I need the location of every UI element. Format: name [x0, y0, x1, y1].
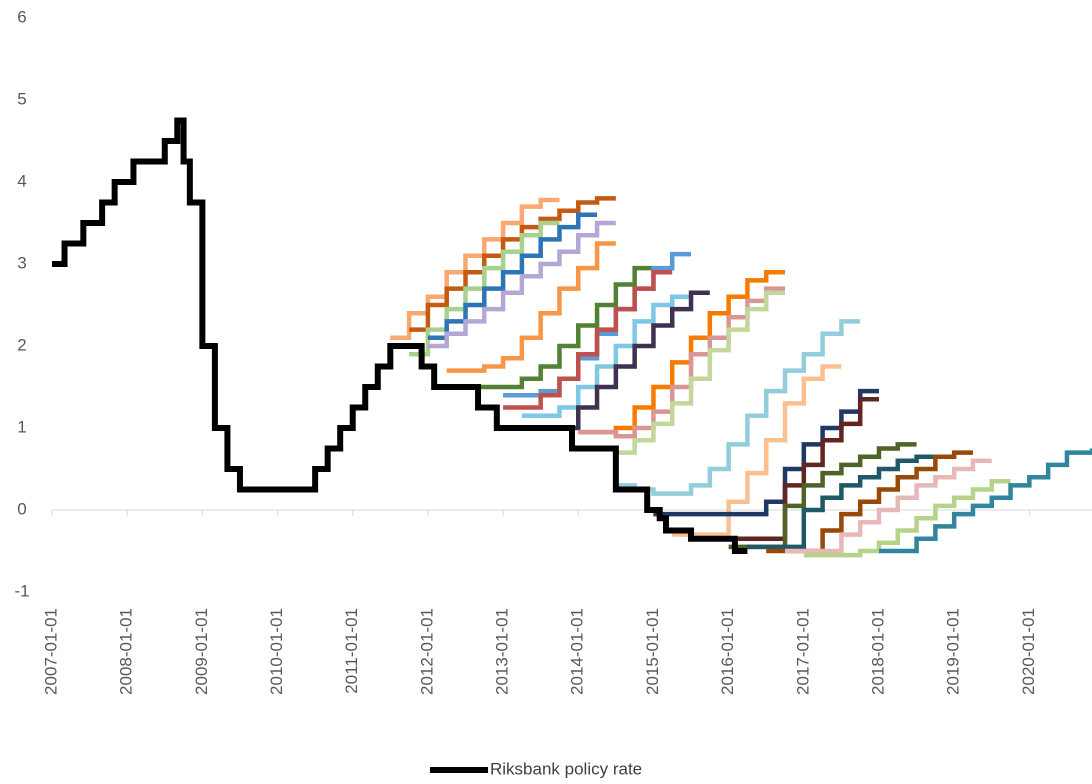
series-line — [691, 397, 879, 541]
x-tick-label: 2014-01-01 — [568, 608, 587, 695]
y-tick-label: 5 — [17, 89, 26, 108]
series-line — [409, 196, 616, 332]
series-line — [52, 117, 748, 554]
x-tick-label: 2019-01-01 — [944, 608, 963, 695]
y-tick-label: 3 — [17, 253, 26, 272]
x-tick-label: 2015-01-01 — [643, 608, 662, 695]
y-tick-label: 4 — [17, 171, 26, 190]
series-line — [578, 269, 786, 435]
series-line — [390, 197, 560, 341]
series-line — [803, 479, 1011, 558]
series-line — [503, 269, 673, 410]
series-line — [653, 388, 879, 517]
y-tick-label: -1 — [14, 581, 29, 600]
series-line — [766, 450, 973, 554]
series-line — [409, 220, 560, 357]
series-line — [878, 448, 1092, 554]
series-line — [672, 364, 842, 537]
y-tick-label: 1 — [17, 417, 26, 436]
x-tick-label: 2013-01-01 — [493, 608, 512, 695]
series-line — [465, 265, 654, 390]
x-tick-label: 2009-01-01 — [192, 608, 211, 695]
series-line — [521, 294, 692, 418]
x-tick-label: 2007-01-01 — [41, 608, 60, 695]
series-line — [728, 442, 917, 550]
series-line — [427, 212, 598, 341]
x-tick-label: 2017-01-01 — [793, 608, 812, 695]
x-tick-label: 2008-01-01 — [117, 608, 136, 695]
series-line — [747, 454, 936, 550]
series-line — [427, 220, 616, 349]
series-line — [597, 290, 786, 455]
y-tick-label: 0 — [17, 499, 26, 518]
series-line — [503, 251, 692, 398]
y-tick-label: 2 — [17, 335, 26, 354]
series-line — [615, 319, 861, 496]
series-line — [578, 286, 786, 439]
x-tick-label: 2010-01-01 — [267, 608, 286, 695]
legend-label: Riksbank policy rate — [490, 759, 642, 778]
series-line — [785, 458, 992, 554]
series-line — [540, 290, 710, 431]
x-tick-label: 2012-01-01 — [417, 608, 436, 695]
x-tick-label: 2018-01-01 — [868, 608, 887, 695]
x-tick-label: 2020-01-01 — [1019, 608, 1038, 695]
x-tick-label: 2011-01-01 — [342, 608, 361, 694]
y-tick-label: 6 — [17, 7, 26, 26]
x-tick-label: 2016-01-01 — [718, 608, 737, 695]
series-line — [446, 241, 616, 373]
